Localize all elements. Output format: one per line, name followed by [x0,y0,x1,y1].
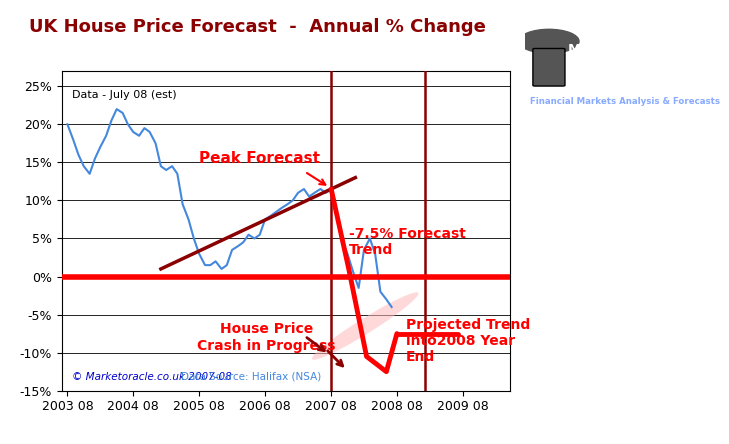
Text: -7.5% Forecast
Trend: -7.5% Forecast Trend [348,227,466,258]
FancyBboxPatch shape [533,48,565,86]
Text: MarketOracle.co.uk: MarketOracle.co.uk [568,43,714,56]
Text: Projected Trend
into2008 Year
End: Projected Trend into2008 Year End [406,318,531,365]
Ellipse shape [312,292,418,360]
Text: UK House Price Forecast  -  Annual % Change: UK House Price Forecast - Annual % Chang… [29,18,486,36]
Text: Financial Markets Analysis & Forecasts: Financial Markets Analysis & Forecasts [530,96,720,106]
Text: Peak Forecast: Peak Forecast [199,151,320,166]
Text: © Marketoracle.co.uk 2007-08: © Marketoracle.co.uk 2007-08 [72,372,232,381]
Text: Data Source: Halifax (NSA): Data Source: Halifax (NSA) [181,372,321,381]
Text: House Price
Crash in Progress: House Price Crash in Progress [197,322,335,353]
Text: Data - July 08 (est): Data - July 08 (est) [72,90,176,100]
Circle shape [519,29,579,53]
